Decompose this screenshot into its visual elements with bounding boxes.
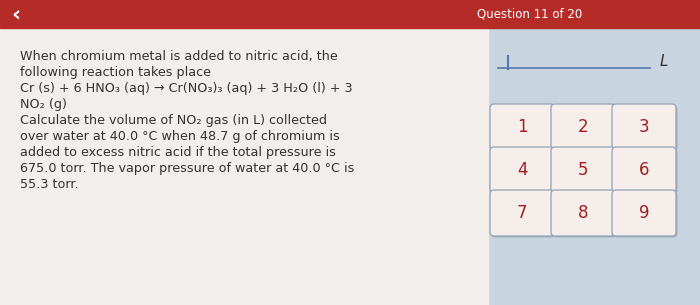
Text: NO₂ (g): NO₂ (g) [20, 98, 67, 111]
FancyBboxPatch shape [491, 149, 556, 195]
FancyBboxPatch shape [552, 149, 617, 195]
FancyBboxPatch shape [551, 190, 615, 236]
Text: Calculate the volume of NO₂ gas (in L) collected: Calculate the volume of NO₂ gas (in L) c… [20, 114, 327, 127]
Text: Question 11 of 20: Question 11 of 20 [477, 8, 582, 20]
FancyBboxPatch shape [552, 106, 617, 152]
FancyBboxPatch shape [551, 104, 615, 150]
FancyBboxPatch shape [613, 192, 678, 238]
FancyBboxPatch shape [552, 192, 617, 238]
Bar [488, 28, 700, 305]
FancyBboxPatch shape [491, 106, 556, 152]
Text: 1: 1 [517, 118, 527, 136]
Text: 7: 7 [517, 204, 527, 222]
Text: 6: 6 [638, 161, 650, 179]
FancyBboxPatch shape [491, 192, 556, 238]
Text: When chromium metal is added to nitric acid, the: When chromium metal is added to nitric a… [20, 50, 337, 63]
FancyBboxPatch shape [551, 147, 615, 193]
Text: 55.3 torr.: 55.3 torr. [20, 178, 78, 191]
FancyBboxPatch shape [490, 190, 554, 236]
FancyBboxPatch shape [490, 104, 554, 150]
Text: over water at 40.0 °C when 48.7 g of chromium is: over water at 40.0 °C when 48.7 g of chr… [20, 130, 340, 143]
Text: ‹: ‹ [11, 4, 20, 24]
Text: 5: 5 [578, 161, 588, 179]
Text: 8: 8 [578, 204, 588, 222]
Text: following reaction takes place: following reaction takes place [20, 66, 211, 79]
Text: 4: 4 [517, 161, 527, 179]
Bar [0, 0, 700, 28]
FancyBboxPatch shape [612, 104, 676, 150]
FancyBboxPatch shape [612, 147, 676, 193]
FancyBboxPatch shape [612, 190, 676, 236]
Text: 9: 9 [638, 204, 650, 222]
Text: 675.0 torr. The vapor pressure of water at 40.0 °C is: 675.0 torr. The vapor pressure of water … [20, 162, 354, 175]
Text: 2: 2 [578, 118, 588, 136]
FancyBboxPatch shape [613, 106, 678, 152]
FancyBboxPatch shape [613, 149, 678, 195]
Bar [0, 28, 488, 305]
Text: Cr (s) + 6 HNO₃ (aq) → Cr(NO₃)₃ (aq) + 3 H₂O (l) + 3: Cr (s) + 6 HNO₃ (aq) → Cr(NO₃)₃ (aq) + 3… [20, 82, 353, 95]
Text: added to excess nitric acid if the total pressure is: added to excess nitric acid if the total… [20, 146, 336, 159]
FancyBboxPatch shape [490, 147, 554, 193]
Text: L: L [660, 55, 668, 70]
Text: 3: 3 [638, 118, 650, 136]
